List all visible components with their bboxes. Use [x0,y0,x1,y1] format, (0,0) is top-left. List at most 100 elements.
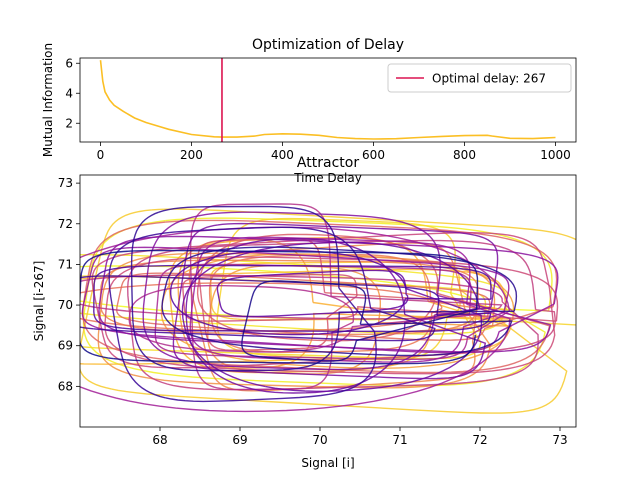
attractor-xtick-label: 71 [392,433,407,447]
attractor-trajectory-segment [142,215,199,361]
mi-xtick-label: 800 [453,148,476,162]
attractor-trajectory-segment [181,255,266,388]
mi-xtick-label: 400 [271,148,294,162]
attractor-trajectory-segment [130,211,162,367]
attractor-ytick-label: 72 [58,217,73,231]
attractor-trajectory-segment [189,208,210,386]
attractor-trajectory-segment [158,205,340,289]
attractor-chart-xlabel: Signal [i] [301,456,354,470]
attractor-trajectory-segment [240,253,432,302]
attractor-chart-frame [79,174,577,428]
attractor-trajectory-segment [230,238,406,315]
attractor-trajectory-segment [208,321,354,391]
attractor-trajectory-segment [93,307,436,342]
attractor-trajectory-segment [80,209,152,390]
attractor-xtick-label: 68 [152,433,167,447]
attractor-trajectory-segment [137,246,510,313]
attractor-ytick-label: 68 [58,379,73,393]
attractor-chart-title: Attractor [297,155,359,171]
mi-xtick-label: 600 [362,148,385,162]
attractor-trajectory-segment [217,222,499,308]
attractor-trajectory-segment [156,300,479,335]
attractor-ytick-label: 70 [58,298,73,312]
attractor-trajectory-segment [265,288,483,393]
attractor-trajectory-segment [126,250,187,389]
attractor-trajectory-segment [180,306,492,371]
mi-chart: Optimization of Delay 0 200 400 600 800 1000 … [41,37,577,185]
mi-ytick-label: 2 [65,116,73,130]
attractor-trajectory-segment [111,289,568,414]
attractor-trajectory-segment [222,297,491,336]
attractor-trajectory-segment [196,273,358,297]
legend: Optimal delay: 267 [387,63,572,93]
mi-series-line [99,60,556,140]
attractor-trajectory-segment [158,259,479,300]
attractor-trajectory-segment [97,254,160,379]
attractor-trajectory-segment [132,312,492,333]
attractor-trajectory-segment [154,264,188,354]
attractor-trajectory-segment [239,292,436,342]
mi-ytick-label: 6 [65,56,73,70]
attractor-trajectory-segment [101,275,440,316]
legend-box [387,63,572,93]
legend-label: Optimal delay: 267 [432,72,546,86]
attractor-trajectory-segment [151,208,576,241]
attractor-trajectory-segment [178,284,355,323]
mi-xtick-label: 200 [180,148,203,162]
mi-chart-frame [79,57,577,143]
mi-ytick-label: 4 [65,86,73,100]
attractor-trajectory-segment [161,247,236,342]
mi-xtick-label: 0 [97,148,105,162]
attractor-trajectory-segment [165,287,377,403]
attractor-trajectory-segment [237,269,407,289]
attractor-xtick-label: 69 [232,433,247,447]
attractor-trajectory-segment [108,238,166,399]
attractor-trajectory-segment [214,320,513,357]
attractor-trajectory-segment [80,251,118,360]
attractor-ytick-label: 69 [58,339,73,353]
attractor-trajectory-segment [249,308,477,362]
attractor-trajectory-segment [137,226,372,309]
attractor-xtick-label: 72 [472,433,487,447]
attractor-trajectory-segment [82,221,166,357]
attractor-trajectory-segment [216,277,246,317]
attractor-trajectory-segment [189,238,232,355]
attractor-trajectory-segment [258,217,456,294]
attractor-trajectory-segment [179,256,559,322]
attractor-trajectory-segment [266,280,367,325]
attractor-trajectory-segment [80,284,148,328]
attractor-chart-ylabel: Signal [i-267] [32,261,46,342]
mi-chart-ylabel: Mutual Information [41,43,55,157]
attractor-trajectory-segment [117,249,479,310]
attractor-trajectory-segment [198,211,441,296]
attractor-xtick-label: 70 [312,433,327,447]
attractor-trajectory-segment [170,253,228,329]
attractor-ytick-label: 71 [58,257,73,271]
attractor-trajectory-segment [241,281,268,356]
attractor-trajectory-segment [235,241,481,309]
attractor-trajectory-segment [169,287,556,375]
attractor-trajectory-segment [227,249,407,295]
attractor-trajectory-segment [235,246,518,312]
attractor-ytick-label: 73 [58,176,73,190]
attractor-trajectory-segment [128,286,179,347]
attractor-trajectory-segment [82,312,505,335]
attractor-trajectory-segment [80,274,151,314]
attractor-trajectory-segment [113,335,476,365]
attractor-trajectory-segment [231,236,471,305]
mi-chart-title: Optimization of Delay [252,37,404,53]
attractor-trajectory-segment [144,303,511,413]
attractor-chart: Attractor 68 69 70 71 72 73 68 69 70 71 72 73 Sign… [32,155,577,470]
attractor-xtick-label: 73 [552,433,567,447]
attractor-trajectory-segment [133,264,492,300]
mi-xtick-label: 1000 [540,148,571,162]
attractor-trajectory-segment [159,235,559,305]
attractor-trajectory-segment [245,293,409,318]
mi-chart-xlabel: Time Delay [293,171,362,185]
attractor-trajectory-segment [142,294,552,353]
attractor-trajectory-segment [216,311,505,363]
attractor-trajectory-segment [165,219,558,307]
attractor-trajectory-segment [172,239,537,310]
attractor-trajectory-segment [161,310,515,372]
